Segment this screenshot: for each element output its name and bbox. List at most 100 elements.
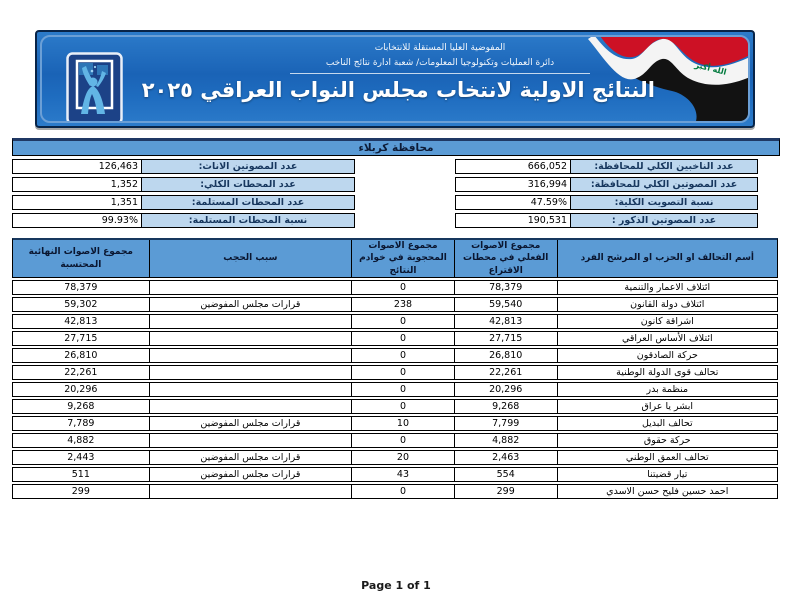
cell-final-votes: 27,715	[64, 333, 98, 344]
summary-group-left: عدد المصوتين الاناث: 126,463 عدد المحطات…	[12, 159, 355, 228]
cell-entity-name: ائتلاف الاعمار والتنمية	[556, 281, 777, 294]
header-banner: الله أكبر المفوضية العليا المستقلة للانت…	[35, 30, 755, 128]
header-withheld-votes: مجموع الاصوات المحجوبة في خوادم النتائج	[351, 240, 454, 277]
summary-label: عدد المصوتين الذكور :	[570, 213, 758, 228]
page-number-label: Page 1 of 1	[361, 579, 431, 592]
results-table-header: أسم التحالف او الحزب او المرشح الفرد مجم…	[12, 238, 778, 278]
summary-row: نسبة المحطات المستلمة: 99.93%	[12, 213, 355, 228]
summary-value: 1,351	[12, 195, 141, 210]
cell-final-votes: 4,882	[67, 435, 95, 446]
cell-final-votes: 2,443	[67, 452, 95, 463]
cell-entity-name: حركة حقوق	[556, 434, 777, 447]
header-final-votes: مجموع الاصوات النهائية المحتسبة	[13, 240, 149, 277]
cell-entity-name: ائتلاف دولة القانون	[556, 298, 777, 311]
cell-actual-votes: 2,463	[453, 451, 557, 464]
summary-row: عدد المصوتين الاناث: 126,463	[12, 159, 355, 174]
summary-value: 99.93%	[12, 213, 141, 228]
cell-entity-name: منظمة بدر	[556, 383, 777, 396]
cell-withheld-votes: 0	[351, 332, 454, 345]
cell-actual-votes: 4,882	[453, 434, 557, 447]
cell-withhold-reason: قرارات مجلس المفوضين	[148, 417, 351, 430]
cell-withhold-reason	[148, 366, 351, 379]
cell-withheld-votes: 43	[351, 468, 454, 481]
summary-row: عدد المحطات الكلي: 1,352	[12, 177, 355, 192]
summary-value: 47.59%	[455, 195, 570, 210]
header-withhold-reason: سبب الحجب	[148, 240, 352, 277]
summary-value: 190,531	[455, 213, 570, 228]
cell-withhold-reason	[148, 383, 351, 396]
cell-actual-votes: 20,296	[453, 383, 557, 396]
banner-text-block: المفوضية العليا المستقلة للانتخابات دائر…	[141, 43, 655, 102]
cell-final-votes: 9,268	[67, 401, 95, 412]
cell-actual-votes: 59,540	[453, 298, 557, 311]
table-row: تيار قضيتنا 554 43 قرارات مجلس المفوضين …	[12, 467, 778, 482]
cell-withhold-reason: قرارات مجلس المفوضين	[148, 298, 351, 311]
summary-value: 126,463	[12, 159, 141, 174]
cell-actual-votes: 7,799	[453, 417, 557, 430]
summary-label: عدد الناخبين الكلي للمحافظة:	[570, 159, 758, 174]
table-row: حركة حقوق 4,882 0 4,882	[12, 433, 778, 448]
report-title: النتائج الاولية لانتخاب مجلس النواب العر…	[141, 78, 655, 102]
cell-withhold-reason	[148, 485, 351, 498]
summary-row: عدد المحطات المستلمة: 1,351	[12, 195, 355, 210]
cell-withheld-votes: 0	[351, 400, 454, 413]
cell-withheld-votes: 0	[351, 281, 454, 294]
table-row: ابشر يا عراق 9,268 0 9,268	[12, 399, 778, 414]
summary-label: عدد المصوتين الكلي للمحافظة:	[570, 177, 758, 192]
cell-final-votes: 20,296	[64, 384, 98, 395]
cell-actual-votes: 27,715	[453, 332, 557, 345]
cell-entity-name: ابشر يا عراق	[556, 400, 777, 413]
results-table-body: ائتلاف الاعمار والتنمية 78,379 0 78,379 …	[12, 280, 778, 499]
governorate-title-bar: محافظة كربلاء	[12, 138, 780, 156]
cell-actual-votes: 26,810	[453, 349, 557, 362]
cell-entity-name: حركة الصادقون	[556, 349, 777, 362]
header-entity-name: أسم التحالف او الحزب او المرشح الفرد	[556, 240, 777, 277]
cell-actual-votes: 42,813	[453, 315, 557, 328]
summary-label: عدد المحطات الكلي:	[141, 177, 355, 192]
cell-final-votes: 26,810	[64, 350, 98, 361]
cell-final-votes: 59,302	[64, 299, 98, 310]
table-row: احمد حسين فليح حسن الاسدي 299 0 299	[12, 484, 778, 499]
summary-row: عدد المصوتين الكلي للمحافظة: 316,994	[455, 177, 758, 192]
table-row: ائتلاف الاعمار والتنمية 78,379 0 78,379	[12, 280, 778, 295]
cell-withheld-votes: 0	[351, 434, 454, 447]
cell-final-votes: 22,261	[64, 367, 98, 378]
cell-actual-votes: 78,379	[453, 281, 557, 294]
summary-label: نسبة التصويت الكلية:	[570, 195, 758, 210]
cell-withheld-votes: 238	[351, 298, 454, 311]
commission-name: المفوضية العليا المستقلة للانتخابات	[374, 43, 506, 53]
banner-separator	[290, 73, 590, 74]
cell-withhold-reason: قرارات مجلس المفوضين	[148, 468, 351, 481]
cell-withhold-reason	[148, 400, 351, 413]
header-actual-votes: مجموع الاصوات الفعلي في محطات الاقتراع	[453, 240, 557, 277]
summary-label: عدد المحطات المستلمة:	[141, 195, 355, 210]
summary-value: 316,994	[455, 177, 570, 192]
summary-row: عدد الناخبين الكلي للمحافظة: 666,052	[455, 159, 758, 174]
cell-final-votes: 78,379	[64, 282, 98, 293]
cell-entity-name: اشراقة كانون	[556, 315, 777, 328]
cell-actual-votes: 554	[453, 468, 557, 481]
table-row: تحالف العمق الوطني 2,463 20 قرارات مجلس …	[12, 450, 778, 465]
cell-withhold-reason	[148, 349, 351, 362]
cell-final-votes: 7,789	[67, 418, 95, 429]
cell-withheld-votes: 0	[351, 485, 454, 498]
table-row: ائتلاف الأساس العراقي 27,715 0 27,715	[12, 331, 778, 346]
cell-final-votes: 42,813	[64, 316, 98, 327]
cell-withhold-reason	[148, 281, 351, 294]
cell-withheld-votes: 0	[351, 315, 454, 328]
table-row: حركة الصادقون 26,810 0 26,810	[12, 348, 778, 363]
cell-withhold-reason	[148, 332, 351, 345]
cell-entity-name: تحالف العمق الوطني	[556, 451, 777, 464]
cell-withhold-reason	[148, 315, 351, 328]
table-row: منظمة بدر 20,296 0 20,296	[12, 382, 778, 397]
iraq-flag-icon: الله أكبر	[588, 37, 748, 121]
summary-group-right: عدد الناخبين الكلي للمحافظة: 666,052 عدد…	[455, 159, 758, 228]
cell-withheld-votes: 20	[351, 451, 454, 464]
cell-withheld-votes: 0	[351, 366, 454, 379]
summary-value: 1,352	[12, 177, 141, 192]
cell-actual-votes: 299	[453, 485, 557, 498]
cell-withheld-votes: 0	[351, 383, 454, 396]
cell-entity-name: احمد حسين فليح حسن الاسدي	[556, 485, 777, 498]
cell-actual-votes: 9,268	[453, 400, 557, 413]
